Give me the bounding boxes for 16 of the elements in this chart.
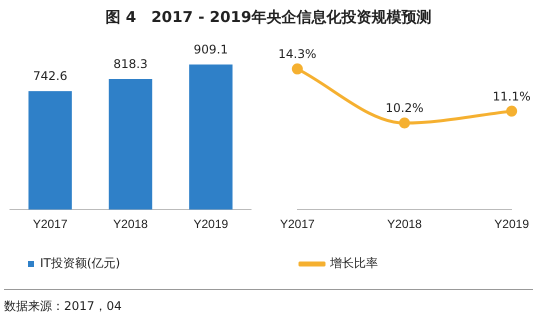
legend-label: IT投资额(亿元) — [40, 256, 120, 270]
data-label: 10.2% — [385, 101, 424, 116]
x-tick-label: Y2018 — [113, 217, 148, 232]
x-tick-label: Y2017 — [280, 217, 316, 232]
x-tick-label: Y2019 — [193, 217, 229, 232]
data-label: 742.6 — [32, 69, 68, 84]
source-note: 数据来源：2017，04 — [4, 289, 533, 315]
x-tick-label: Y2017 — [32, 217, 68, 232]
data-label: 14.3% — [278, 47, 316, 62]
data-label: 818.3 — [113, 57, 148, 72]
data-label: 11.1% — [492, 89, 531, 104]
legend-label: 增长比率 — [329, 256, 378, 270]
chart-title: 图 4 2017 - 2019年央企信息化投资规模预测 — [104, 8, 432, 27]
x-tick-label: Y2018 — [387, 217, 422, 232]
x-tick-label: Y2019 — [494, 217, 530, 232]
data-label: 909.1 — [194, 42, 228, 57]
